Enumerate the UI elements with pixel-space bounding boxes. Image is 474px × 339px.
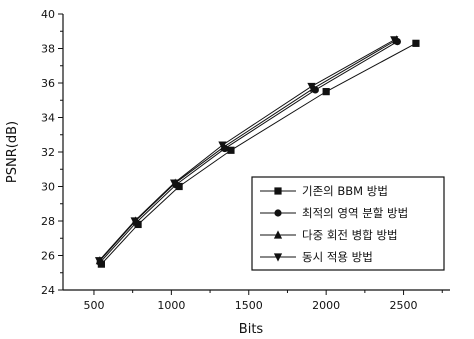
- x-axis-title: Bits: [239, 322, 264, 337]
- legend-label: 기존의 BBM 방법: [302, 184, 388, 198]
- x-tick-label: 2000: [312, 299, 340, 312]
- legend-label: 다중 회전 병합 방법: [302, 228, 398, 242]
- data-point: [390, 36, 399, 45]
- y-axis-title: PSNR(dB): [5, 121, 20, 183]
- series-layer: [94, 35, 420, 268]
- legend-marker: [274, 187, 282, 195]
- data-point: [307, 82, 316, 92]
- y-tick-label: 40: [41, 8, 55, 21]
- legend-box: [251, 176, 445, 271]
- legend-marker: [273, 230, 283, 239]
- series-line: [101, 42, 417, 265]
- axes: 24 26 28 30 32 34 36 38 40 500 1000 1500 2000 2500: [41, 8, 450, 312]
- series-line: [99, 41, 398, 263]
- y-tick-label: 26: [41, 250, 55, 263]
- data-point: [130, 217, 139, 226]
- legend-label: 최적의 영역 분할 방법: [302, 206, 408, 220]
- series-line: [99, 39, 397, 262]
- y-tick-label: 34: [41, 112, 55, 125]
- y-tick-label: 32: [41, 146, 55, 159]
- y-tick-label: 28: [41, 215, 55, 228]
- data-point: [227, 146, 235, 154]
- y-tick-label: 24: [41, 284, 55, 297]
- y-tick-label: 38: [41, 43, 55, 56]
- data-point: [94, 257, 104, 266]
- data-point: [170, 179, 179, 188]
- series-line: [98, 39, 395, 262]
- legend-marker: [274, 209, 282, 217]
- x-tick-label: 500: [83, 299, 104, 312]
- x-tick-label: 1500: [235, 299, 263, 312]
- y-tick-label: 36: [41, 77, 55, 90]
- series-4: [94, 36, 399, 266]
- x-tick-label: 2500: [390, 299, 418, 312]
- x-tick-label: 1000: [157, 299, 185, 312]
- legend-label: 동시 적용 방법: [302, 250, 373, 264]
- legend-marker: [273, 253, 283, 262]
- y-tick-label: 30: [41, 181, 55, 194]
- data-point: [322, 88, 330, 96]
- data-point: [412, 39, 420, 47]
- data-point: [218, 141, 227, 150]
